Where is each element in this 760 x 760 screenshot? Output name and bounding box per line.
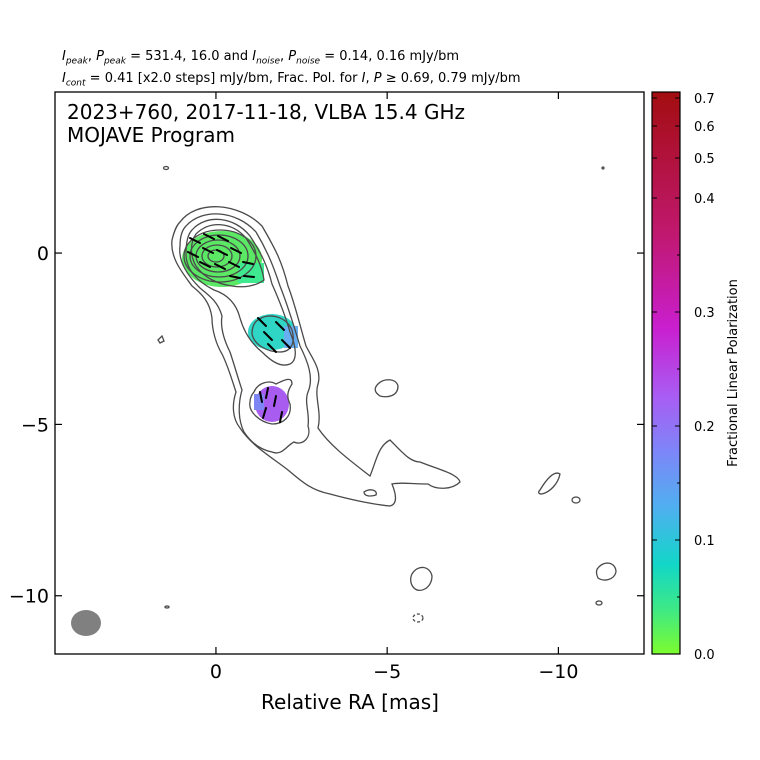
contour-blob-2 [363,489,377,497]
i-symbol: I [361,71,366,86]
polarization-vectors [187,233,291,423]
contour-c3 [249,378,293,425]
threshold-values: ≥ 0.69, 0.79 mJy/bm [385,71,521,86]
contour-level-4 [190,224,265,288]
contour-level-6 [189,234,249,278]
contour-level-1 [171,206,461,507]
i-noise-symbol: I [252,49,257,64]
contour-c2-inner [251,315,294,353]
y-tick-label: −5 [21,414,49,436]
colorbar-tick-label: 0.1 [694,534,715,549]
noise-values: = 0.14, 0.16 mJy/bm [324,49,460,64]
p-noise-symbol: P [288,49,297,64]
p-noise-subscript: noise [296,56,321,67]
i-cont-subscript: cont [65,78,86,89]
x-tick-label: −10 [538,661,578,683]
colorbar-tick-label: 0.5 [694,152,715,167]
chart-title-line-1: 2023+760, 2017-11-18, VLBA 15.4 GHz [67,100,465,124]
contour-level-3 [185,218,296,366]
i-peak-symbol: I [62,49,66,64]
colorbar [651,91,681,655]
contour-blob-5 [410,566,433,591]
peak-values: = 531.4, 16.0 and [130,49,249,64]
pol-region-c2-edge [284,326,298,348]
p-peak-symbol: P [96,49,104,64]
contour-blob-8 [157,334,165,344]
contour-blob-1 [374,379,399,398]
tick-labels: 0 −5 −10 0 −5 −10 [9,243,579,683]
i-peak-subscript: peak [65,56,88,67]
colorbar-tick-label: 0.0 [694,648,715,663]
beam-ellipse [71,610,101,636]
contour-level-2 [179,213,312,454]
y-tick-label: −10 [9,586,49,608]
y-tick-label: 0 [37,243,49,265]
colorbar-tick-label: 0.4 [694,192,715,207]
intensity-contours [157,165,617,623]
p-symbol: P [373,71,382,86]
contour-values: = 0.41 [x2.0 steps] mJy/bm, Frac. Pol. f… [89,71,358,86]
contour-blob-3 [538,472,561,495]
pol-region-core-edge [238,263,264,283]
i-noise-subscript: noise [256,56,281,67]
colorbar-tick-labels: 0.0 0.1 0.2 0.3 0.4 0.5 0.6 0.7 [694,92,715,663]
contour-blob-4 [571,496,581,504]
header-line-1: Ipeak, Ppeak = 531.4, 16.0 and Inoise, P… [62,49,460,67]
contour-negative [412,613,424,623]
i-cont-symbol: I [62,71,66,86]
header-line-2: Icont = 0.41 [x2.0 steps] mJy/bm, Frac. … [62,71,521,89]
contour-blob-11 [164,605,170,609]
tick-marks [55,92,644,654]
colorbar-tick-label: 0.3 [694,306,715,321]
contour-blob-7 [595,600,603,606]
axes-frame [54,91,645,655]
plot-area [71,165,617,636]
colorbar-tick-label: 0.6 [694,120,715,135]
chart-title-line-2: MOJAVE Program [67,123,235,147]
colorbar-label: Fractional Linear Polarization [726,279,741,467]
p-peak-subscript: peak [103,56,126,67]
contour-level-5 [183,229,257,283]
colorbar-ticks [652,97,680,655]
pol-region-c3-edge [254,394,264,410]
colorbar-tick-label: 0.7 [694,92,715,107]
contour-blob-6 [595,562,617,581]
x-tick-label: 0 [210,661,222,683]
colorbar-tick-label: 0.2 [694,420,715,435]
x-tick-label: −5 [373,661,401,683]
contour-level-8 [201,244,233,268]
x-axis-label: Relative RA [mas] [261,690,439,714]
contour-blob-10 [601,166,605,170]
contour-blob-9 [162,165,170,171]
